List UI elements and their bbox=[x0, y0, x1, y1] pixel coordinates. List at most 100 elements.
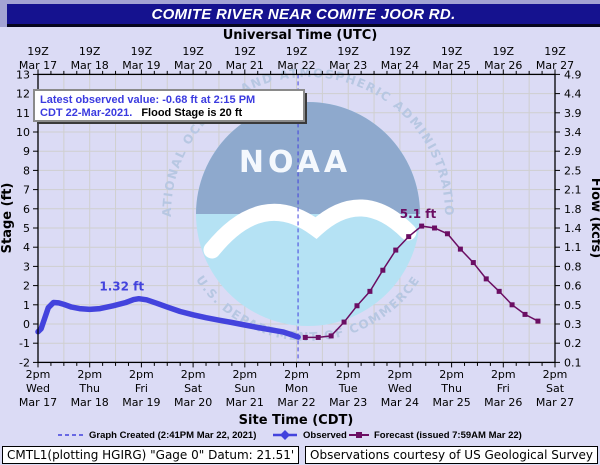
legend-graph-created-label: Graph Created (2:41PM Mar 22, 2021) bbox=[89, 430, 256, 441]
noaa-watermark: NOAA NATIONAL OCEANIC AND ATMOSPHERIC AD… bbox=[0, 42, 455, 344]
observed-line bbox=[35, 295, 301, 340]
top-date-label: Mar 23 bbox=[329, 59, 367, 72]
stage-tick-label: 12 bbox=[16, 88, 30, 101]
top-date-label: Mar 19 bbox=[122, 59, 160, 72]
stage-tick-label: 7 bbox=[23, 184, 30, 197]
bottom-weekday-label: Sun bbox=[234, 382, 255, 395]
bottom-date-label: Mar 26 bbox=[484, 396, 522, 409]
title-bar: COMITE RIVER NEAR COMITE JOOR RD. bbox=[7, 4, 600, 27]
bottom-axis-title: Site Time (CDT) bbox=[239, 413, 354, 428]
bottom-hour-label: 2pm bbox=[129, 368, 154, 381]
seagull-icon bbox=[203, 199, 417, 259]
flow-tick-label: 3.9 bbox=[564, 107, 582, 120]
bottom-date-label: Mar 17 bbox=[19, 396, 57, 409]
forecast-point bbox=[302, 334, 308, 340]
top-date-label: Mar 24 bbox=[381, 59, 419, 72]
top-hour-label: 19Z bbox=[27, 45, 49, 58]
forecast-point bbox=[444, 231, 450, 237]
bottom-weekday-label: Wed bbox=[388, 382, 412, 395]
top-hour-label: 19Z bbox=[337, 45, 359, 58]
forecast-point bbox=[470, 260, 476, 266]
top-hour-label: 19Z bbox=[389, 45, 411, 58]
bottom-hour-label: 2pm bbox=[26, 368, 51, 381]
top-hour-label: 19Z bbox=[79, 45, 101, 58]
stage-tick-label: 5 bbox=[23, 222, 30, 235]
flow-tick-label: 0.6 bbox=[564, 280, 582, 293]
stage-tick-label: 13 bbox=[16, 68, 30, 81]
top-hour-label: 19Z bbox=[286, 45, 308, 58]
flow-tick-label: 3.4 bbox=[564, 126, 582, 139]
annotation-line1: Latest observed value: -0.68 ft at 2:15 … bbox=[40, 94, 255, 106]
bottom-date-label: Mar 25 bbox=[432, 396, 470, 409]
noaa-logo-upper-half bbox=[196, 102, 420, 214]
top-hour-label: 19Z bbox=[544, 45, 566, 58]
top-axis-title: Universal Time (UTC) bbox=[222, 28, 378, 43]
forecast-point bbox=[419, 223, 425, 229]
bottom-date-label: Mar 21 bbox=[226, 396, 264, 409]
top-hour-label: 19Z bbox=[182, 45, 204, 58]
forecast-point bbox=[341, 319, 347, 325]
noaa-logo-text: NOAA bbox=[239, 145, 351, 180]
stage-tick-label: 10 bbox=[16, 126, 30, 139]
top-date-label: Mar 27 bbox=[536, 59, 574, 72]
forecast-point bbox=[328, 333, 334, 339]
forecast-point bbox=[509, 302, 515, 308]
bottom-hour-label: 2pm bbox=[284, 368, 309, 381]
forecast-point bbox=[432, 225, 438, 231]
flow-tick-label: 4.9 bbox=[564, 68, 582, 81]
bottom-hour-label: 2pm bbox=[232, 368, 257, 381]
top-date-label: Mar 26 bbox=[484, 59, 522, 72]
bottom-weekday-label: Sat bbox=[546, 382, 565, 395]
bottom-date-label: Mar 18 bbox=[71, 396, 109, 409]
bottom-hour-label: 2pm bbox=[181, 368, 206, 381]
forecast-point bbox=[406, 234, 412, 240]
forecast-point bbox=[535, 318, 541, 324]
bottom-weekday-label: Fri bbox=[497, 382, 510, 395]
left-axis-title: Stage (ft) bbox=[0, 183, 15, 254]
point-label: 5.1 ft bbox=[400, 207, 437, 221]
flow-tick-label: 0.1 bbox=[564, 356, 582, 369]
flow-tick-label: 0.8 bbox=[564, 260, 582, 273]
forecast-point bbox=[483, 276, 489, 282]
legend-forecast-square-icon bbox=[356, 432, 362, 438]
flow-tick-label: 2.9 bbox=[564, 145, 582, 158]
flow-tick-label: 0.3 bbox=[564, 318, 582, 331]
flow-tick-label: 4.4 bbox=[564, 88, 582, 101]
bottom-weekday-label: Tue bbox=[338, 382, 358, 395]
page-title: COMITE RIVER NEAR COMITE JOOR RD. bbox=[151, 5, 456, 23]
annotation-box bbox=[33, 89, 305, 122]
bottom-weekday-label: Sat bbox=[184, 382, 203, 395]
gauge-datum-status: CMTL1(plotting HGIRG) "Gage 0" Datum: 21… bbox=[2, 446, 300, 464]
stage-tick-label: 2 bbox=[23, 280, 30, 293]
flow-tick-label: 1.4 bbox=[564, 222, 582, 235]
top-date-label: Mar 17 bbox=[19, 59, 57, 72]
top-date-label: Mar 25 bbox=[432, 59, 470, 72]
annotation-line2: CDT 22-Mar-2021. Flood Stage is 20 ft bbox=[40, 107, 243, 119]
bottom-hour-label: 2pm bbox=[543, 368, 568, 381]
data-series: 1.32 ft 5.1 ft bbox=[35, 74, 541, 363]
flow-tick-label: 0.5 bbox=[564, 299, 582, 312]
forecast-point bbox=[315, 334, 321, 340]
forecast-point bbox=[393, 247, 399, 253]
bottom-date-label: Mar 20 bbox=[174, 396, 212, 409]
top-date-label: Mar 21 bbox=[226, 59, 264, 72]
top-hour-label: 19Z bbox=[441, 45, 463, 58]
legend-forecast-label: Forecast (issued 7:59AM Mar 22) bbox=[374, 430, 522, 441]
flow-tick-label: 2.1 bbox=[564, 184, 582, 197]
hydrograph-chart: NOAA NATIONAL OCEANIC AND ATMOSPHERIC AD… bbox=[0, 42, 600, 441]
legend-observed-label: Observed bbox=[303, 430, 347, 441]
forecast-point bbox=[522, 311, 528, 317]
axis-tick-labels: 13 4.912 4.411 3.910 3.49 2.98 2.57 2.16 1.85 1.4… bbox=[16, 45, 582, 409]
stage-tick-label: 6 bbox=[23, 203, 30, 216]
bottom-weekday-label: Mon bbox=[285, 382, 308, 395]
bottom-date-label: Mar 27 bbox=[536, 396, 574, 409]
bottom-hour-label: 2pm bbox=[336, 368, 361, 381]
top-hour-label: 19Z bbox=[131, 45, 153, 58]
flow-tick-label: 1.1 bbox=[564, 241, 582, 254]
stage-tick-label: -2 bbox=[19, 356, 30, 369]
forecast-point bbox=[354, 303, 360, 309]
top-date-label: Mar 18 bbox=[71, 59, 109, 72]
stage-tick-label: 4 bbox=[23, 241, 30, 254]
stage-tick-label: 9 bbox=[23, 145, 30, 158]
bottom-weekday-label: Thu bbox=[78, 382, 100, 395]
